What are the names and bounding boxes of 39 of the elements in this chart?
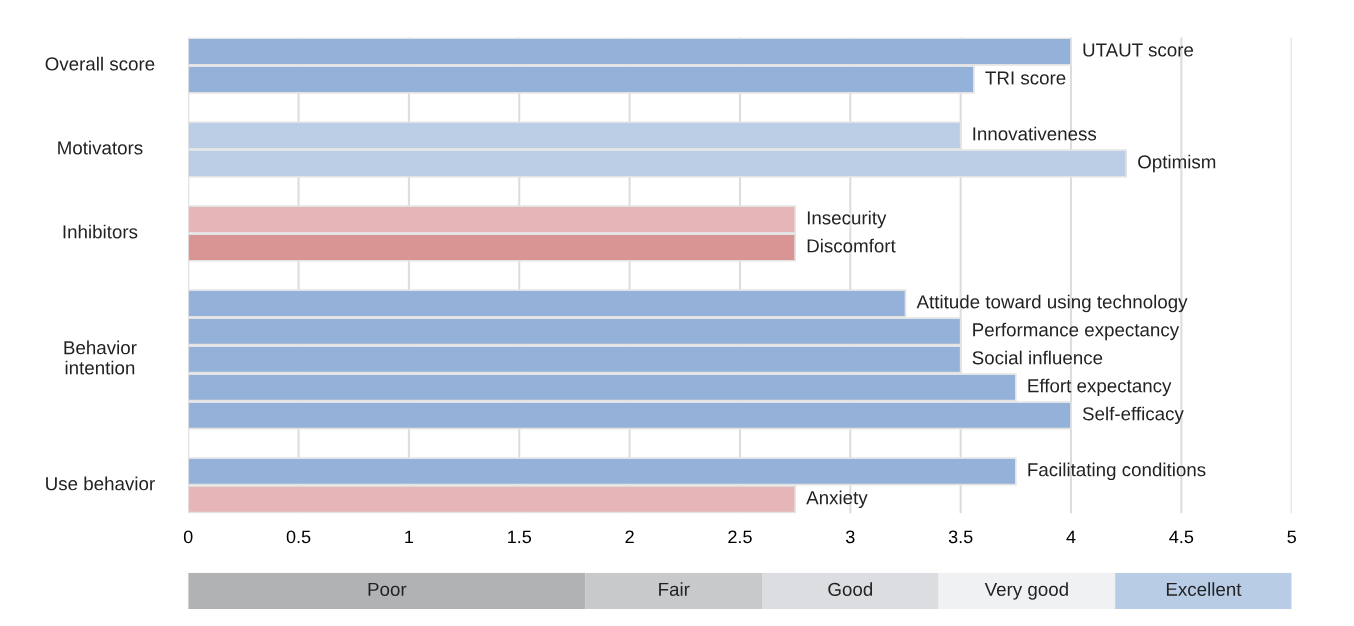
y-tick-label: Anxiety (806, 490, 868, 509)
bar (188, 572, 586, 610)
series-label: Excellent (1166, 582, 1242, 596)
y-tick-label: Effort expectancy (1028, 378, 1172, 397)
series-label: Overall score (45, 56, 155, 71)
x-tick-label: 1.5 (508, 530, 532, 544)
series-label: Very good (984, 582, 1068, 600)
x-tick-label: 4.5 (1169, 530, 1194, 544)
x-tick-label: 4 (1066, 530, 1076, 544)
x-tick-label: 2 (625, 530, 634, 544)
bar (1115, 572, 1292, 610)
series-label: Good (828, 582, 873, 596)
bar (585, 572, 763, 610)
series-label: Use behavior (46, 476, 155, 491)
x-tick-label: 3 (845, 530, 855, 544)
y-tick-label: Facilitating conditions (1028, 462, 1206, 481)
text: Inhibitors (63, 224, 138, 239)
x-tick-label: 5 (1287, 530, 1296, 544)
text: Behavior intention (64, 340, 137, 375)
x-tick-label: 1 (405, 530, 414, 544)
bar (762, 572, 939, 610)
x-tick-label: 3.5 (948, 530, 973, 544)
y-tick-label: TRI score (985, 71, 1066, 85)
x-tick-label: 2.5 (728, 530, 752, 544)
series-label: Fair (659, 582, 690, 596)
y-tick-label: Insecurity (807, 210, 887, 229)
y-tick-label: Attitude toward using technology (916, 294, 1188, 313)
x-tick-label: 0 (183, 530, 193, 544)
text: Motivators (58, 140, 143, 155)
y-tick-label: Innovativeness (973, 126, 1097, 141)
y-tick-label: UTAUT score (1083, 43, 1194, 57)
x-tick-label: 0.5 (286, 530, 311, 544)
bar (938, 572, 1116, 610)
y-tick-label: Self-efficacy (1082, 406, 1184, 425)
y-tick-label: Performance expectancy (973, 322, 1180, 341)
y-tick-label: Social influence (972, 350, 1103, 365)
series-label: Poor (368, 582, 407, 596)
y-tick-label: Optimism (1138, 154, 1216, 173)
y-tick-label: Discomfort (807, 238, 896, 253)
